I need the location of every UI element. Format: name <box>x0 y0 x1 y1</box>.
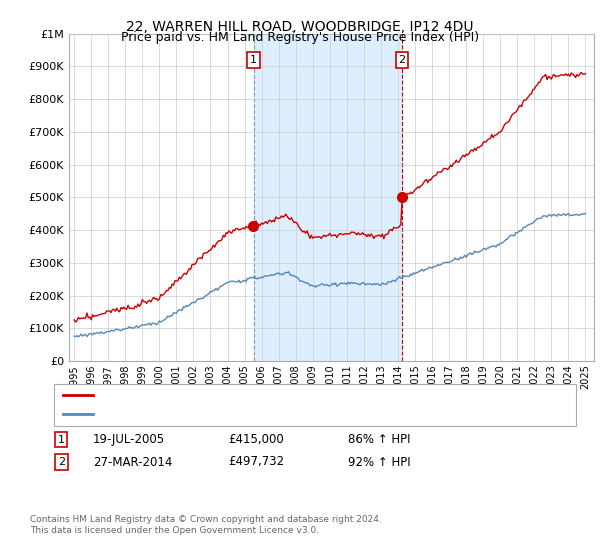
Text: £497,732: £497,732 <box>228 455 284 469</box>
Text: Price paid vs. HM Land Registry's House Price Index (HPI): Price paid vs. HM Land Registry's House … <box>121 31 479 44</box>
Text: 19-JUL-2005: 19-JUL-2005 <box>93 433 165 446</box>
Text: 22, WARREN HILL ROAD, WOODBRIDGE, IP12 4DU (detached house): 22, WARREN HILL ROAD, WOODBRIDGE, IP12 4… <box>96 390 451 400</box>
Text: 1: 1 <box>250 55 257 65</box>
Text: 27-MAR-2014: 27-MAR-2014 <box>93 455 172 469</box>
Text: 1: 1 <box>58 435 65 445</box>
Bar <box>254 34 402 361</box>
Text: 86% ↑ HPI: 86% ↑ HPI <box>348 433 410 446</box>
Text: 2: 2 <box>58 457 65 467</box>
Text: HPI: Average price, detached house, East Suffolk: HPI: Average price, detached house, East… <box>96 409 351 419</box>
Text: 2: 2 <box>398 55 406 65</box>
Text: 22, WARREN HILL ROAD, WOODBRIDGE, IP12 4DU: 22, WARREN HILL ROAD, WOODBRIDGE, IP12 4… <box>126 20 474 34</box>
Text: 92% ↑ HPI: 92% ↑ HPI <box>348 455 410 469</box>
Text: £415,000: £415,000 <box>228 433 284 446</box>
Text: Contains HM Land Registry data © Crown copyright and database right 2024.
This d: Contains HM Land Registry data © Crown c… <box>30 515 382 535</box>
